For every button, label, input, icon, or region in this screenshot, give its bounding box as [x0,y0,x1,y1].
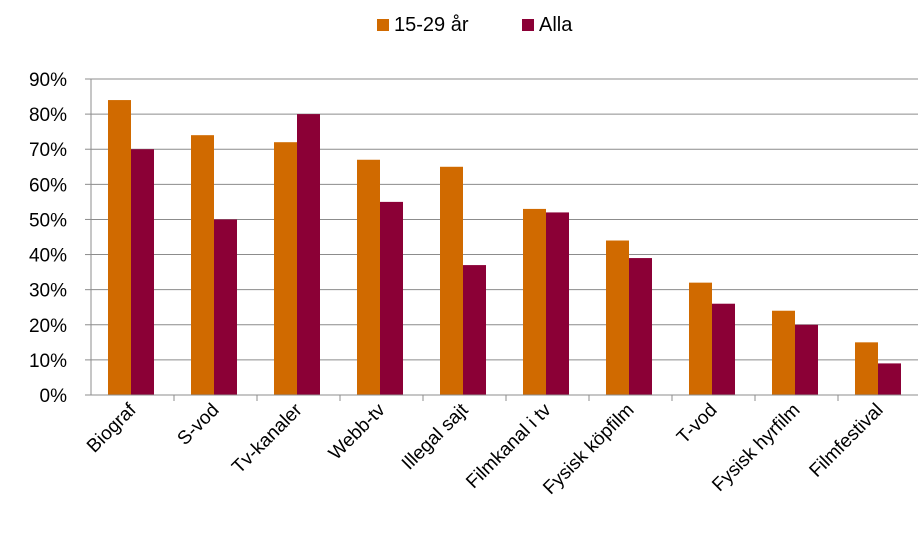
legend: 15-29 år Alla [377,14,573,36]
bar-series1-1 [191,135,214,395]
x-tick-label: Filmkanal i tv [462,399,556,493]
bar-series1-6 [606,240,629,395]
bar-series1-5 [523,208,546,395]
bar-series1-3 [357,159,380,395]
bar-series1-0 [108,100,131,396]
legend-swatch-1 [377,19,389,31]
y-tick-label: 0% [40,386,68,407]
bar-series2-3 [380,201,403,395]
legend-label-1: 15-29 år [394,14,469,36]
bar-series2-7 [712,303,735,395]
x-tick-label: S-vod [174,400,224,450]
y-tick-label: 10% [29,351,67,372]
bar-series2-6 [629,258,652,395]
x-tick-label: Filmfestival [806,400,888,482]
y-tick-label: 60% [29,175,67,196]
bar-series1-4 [440,166,463,395]
bar-series1-8 [772,310,795,395]
y-tick-label: 20% [29,316,67,337]
bar-series2-8 [795,324,818,395]
bar-series2-0 [131,149,154,395]
y-tick-label: 80% [29,105,67,126]
y-tick-label: 50% [29,210,67,231]
y-tick-label: 90% [29,70,67,91]
x-tick-label: Fysisk hyrfilm [708,400,804,496]
y-tick-label: 70% [29,140,67,161]
x-tick-label: Webb-tv [325,399,390,464]
y-tick-label: 40% [29,246,67,267]
y-axis-ticks: 0% 10% 20% 30% 40% 50% 60% 70% 80% 90% [29,70,91,407]
y-tick-label: 30% [29,281,67,302]
x-tick-label: T-vod [673,400,721,448]
x-tick-label: Illegal sajt [398,399,473,474]
bar-series1-2 [274,142,297,395]
bar-series2-2 [297,114,320,395]
bar-series2-5 [546,212,569,395]
x-tick-label: Biograf [83,399,141,457]
x-axis-ticks: Biograf S-vod Tv-kanaler Webb-tv Illegal saj… [83,395,888,499]
bar-series2-1 [214,219,237,395]
legend-swatch-2 [522,19,534,31]
bars [108,100,901,396]
bar-series1-9 [855,342,878,395]
x-tick-label: Tv-kanaler [228,399,307,478]
bar-series2-4 [463,265,486,395]
bar-series1-7 [689,282,712,395]
bar-series2-9 [878,363,901,395]
legend-label-2: Alla [539,14,573,36]
